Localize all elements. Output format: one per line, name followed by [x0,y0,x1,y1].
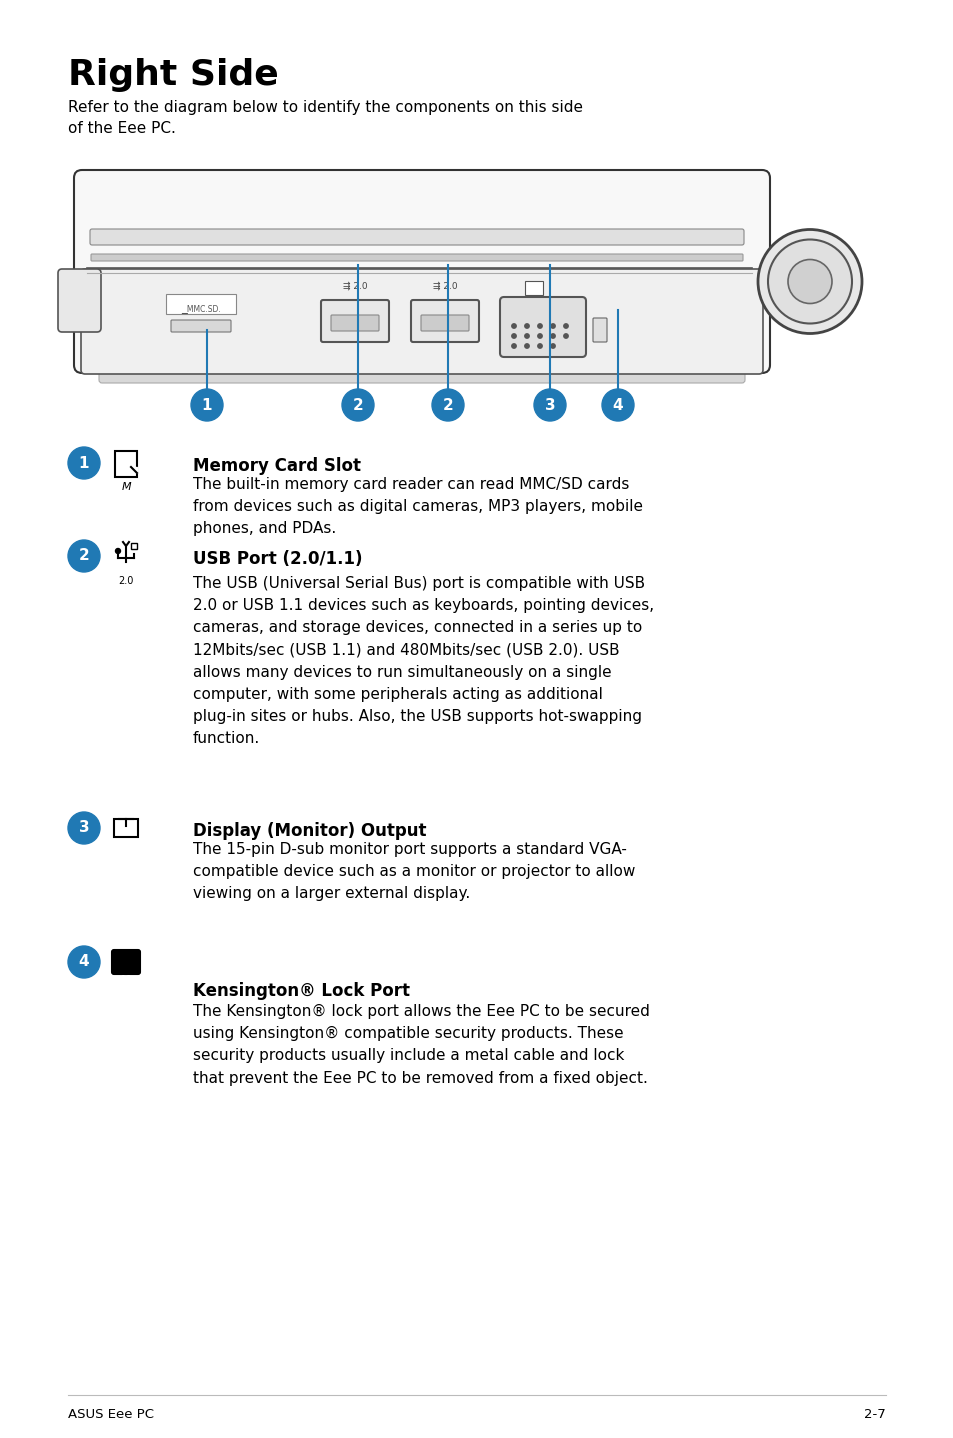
Circle shape [68,541,100,572]
Circle shape [524,344,529,348]
Circle shape [537,334,541,338]
FancyBboxPatch shape [131,544,137,549]
Circle shape [511,334,516,338]
Text: Refer to the diagram below to identify the components on this side
of the Eee PC: Refer to the diagram below to identify t… [68,101,582,137]
Text: 3: 3 [544,397,555,413]
FancyBboxPatch shape [331,315,378,331]
Text: 2: 2 [353,397,363,413]
Text: 3: 3 [78,821,90,835]
FancyBboxPatch shape [112,951,140,974]
FancyBboxPatch shape [90,229,743,244]
FancyBboxPatch shape [113,820,138,837]
Circle shape [550,324,555,328]
Text: ▁MMC.SD.: ▁MMC.SD. [181,305,221,313]
Circle shape [524,324,529,328]
FancyBboxPatch shape [81,269,762,374]
Text: The USB (Universal Serial Bus) port is compatible with USB
2.0 or USB 1.1 device: The USB (Universal Serial Bus) port is c… [193,577,654,746]
Circle shape [191,390,223,421]
Polygon shape [131,467,137,473]
Circle shape [534,390,565,421]
Circle shape [601,390,634,421]
Text: 2: 2 [442,397,453,413]
Text: 2.0: 2.0 [118,577,133,587]
Text: ⇶ 2.0: ⇶ 2.0 [342,280,367,290]
Text: 1: 1 [79,456,90,470]
Circle shape [767,240,851,324]
Text: Memory Card Slot: Memory Card Slot [193,457,360,475]
Text: Kensington® Lock Port: Kensington® Lock Port [193,982,410,999]
Text: M: M [122,482,132,492]
Circle shape [787,259,831,303]
Circle shape [550,344,555,348]
Circle shape [115,548,120,554]
FancyBboxPatch shape [115,452,137,477]
FancyBboxPatch shape [91,255,742,262]
Text: 2: 2 [78,548,90,564]
Text: The built-in memory card reader can read MMC/SD cards
from devices such as digit: The built-in memory card reader can read… [193,477,642,536]
Text: 2-7: 2-7 [863,1408,885,1421]
FancyBboxPatch shape [99,360,744,383]
Circle shape [758,230,862,334]
Circle shape [550,334,555,338]
Circle shape [563,334,568,338]
Circle shape [432,390,463,421]
Text: ⇶ 2.0: ⇶ 2.0 [433,280,456,290]
Text: Right Side: Right Side [68,58,278,92]
Circle shape [563,324,568,328]
Circle shape [511,324,516,328]
Text: Display (Monitor) Output: Display (Monitor) Output [193,823,426,840]
FancyBboxPatch shape [420,315,469,331]
Text: The Kensington® lock port allows the Eee PC to be secured
using Kensington® comp: The Kensington® lock port allows the Eee… [193,1004,649,1086]
Text: 4: 4 [612,397,622,413]
Text: K: K [121,974,131,986]
FancyBboxPatch shape [524,280,542,295]
Circle shape [524,334,529,338]
Text: The 15-pin D-sub monitor port supports a standard VGA-
compatible device such as: The 15-pin D-sub monitor port supports a… [193,843,635,902]
FancyBboxPatch shape [166,293,235,313]
Circle shape [537,344,541,348]
Text: 4: 4 [78,955,90,969]
FancyBboxPatch shape [74,170,769,372]
Circle shape [341,390,374,421]
FancyBboxPatch shape [411,301,478,342]
FancyBboxPatch shape [171,321,231,332]
FancyBboxPatch shape [320,301,389,342]
Text: 1: 1 [201,397,212,413]
Circle shape [68,946,100,978]
Text: ASUS Eee PC: ASUS Eee PC [68,1408,153,1421]
FancyBboxPatch shape [593,318,606,342]
Text: USB Port (2.0/1.1): USB Port (2.0/1.1) [193,549,362,568]
Circle shape [511,344,516,348]
Circle shape [68,812,100,844]
FancyBboxPatch shape [58,269,101,332]
Circle shape [537,324,541,328]
FancyBboxPatch shape [499,298,585,357]
Circle shape [68,447,100,479]
